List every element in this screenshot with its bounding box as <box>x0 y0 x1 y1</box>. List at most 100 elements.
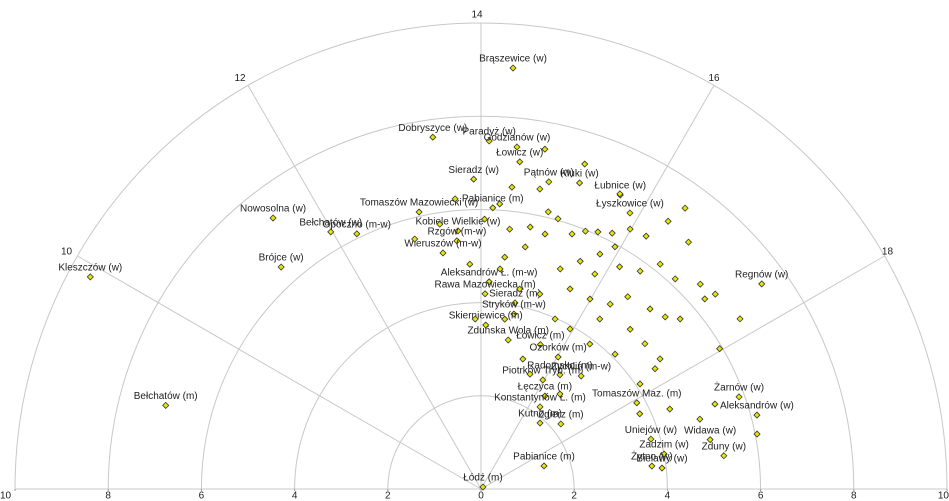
point <box>436 220 444 228</box>
point <box>516 285 524 293</box>
point <box>611 243 619 251</box>
r-tick-label: 6 <box>199 491 205 501</box>
point <box>664 217 672 225</box>
r-tick-label: 2 <box>571 491 577 501</box>
point <box>277 263 285 271</box>
point <box>556 265 564 273</box>
point <box>536 341 544 349</box>
point <box>753 430 761 438</box>
point <box>439 249 447 257</box>
point-label: Kluki (w) <box>560 169 598 180</box>
point <box>480 215 489 223</box>
point-label: Żytno (w) <box>631 450 673 463</box>
point-label: Łęczyca (m) <box>518 382 572 393</box>
point <box>496 200 504 208</box>
point <box>544 208 552 216</box>
point <box>753 411 761 419</box>
point <box>519 355 527 363</box>
point <box>575 179 584 187</box>
point <box>451 195 459 203</box>
point-label: Ozorków (m) <box>529 343 586 354</box>
point <box>482 321 490 329</box>
point-label: Kleszczów (w) <box>58 263 122 274</box>
point <box>661 313 669 321</box>
point <box>481 290 489 298</box>
r-tick-label: 10 <box>938 491 949 501</box>
point <box>711 400 719 408</box>
point-label: Aleksandrów (w) <box>720 401 794 412</box>
point <box>554 215 562 223</box>
point <box>526 223 534 231</box>
point <box>566 285 574 293</box>
theta-tick-label: 14 <box>471 10 483 21</box>
point <box>626 225 634 233</box>
point-label: Łowicz (m) <box>516 330 564 341</box>
point-label: Konstantynów Ł. (m) <box>494 393 586 404</box>
point <box>510 310 518 318</box>
point-label: Zduńska Wola (m) <box>467 326 549 337</box>
point <box>616 190 624 198</box>
point <box>616 263 624 271</box>
point-label: Zadzim (w) <box>639 440 688 451</box>
point <box>624 293 632 301</box>
r-tick-label: 10 <box>0 491 12 501</box>
r-tick-label: 4 <box>665 491 671 501</box>
point-label: Godzianów (w) <box>484 133 551 144</box>
point <box>681 204 689 212</box>
point <box>541 230 549 238</box>
point-label: Łódź (m) <box>463 473 502 484</box>
point <box>606 300 614 308</box>
point <box>626 209 634 217</box>
point-label: Żarnów (w) <box>714 380 764 393</box>
point <box>485 278 493 286</box>
point <box>576 257 584 265</box>
point <box>485 137 493 145</box>
point <box>596 315 604 323</box>
point-label: Pabianice (m) <box>462 193 524 204</box>
point <box>716 345 724 353</box>
point <box>496 265 504 273</box>
point-label: Stryków (m-w) <box>482 300 546 311</box>
point <box>545 178 553 186</box>
point <box>536 290 544 298</box>
point <box>556 390 564 398</box>
grid-spoke <box>247 85 482 490</box>
point <box>566 325 574 333</box>
point <box>541 392 549 400</box>
point-label: Pątnów (w) <box>524 167 574 178</box>
point <box>706 436 714 444</box>
point <box>501 315 509 323</box>
point <box>453 237 461 245</box>
point-label: Rzgów (m-w) <box>427 226 486 237</box>
point-label: Bełchatów (m) <box>134 391 198 402</box>
grid-spoke <box>480 85 715 490</box>
point <box>642 232 650 240</box>
point-label: Piotrków Tryb. (m) <box>502 366 583 377</box>
r-tick-label: 2 <box>385 491 391 501</box>
point <box>696 415 704 423</box>
point-label: Bielawy (w) <box>636 454 687 465</box>
point <box>509 64 517 72</box>
point <box>658 464 666 472</box>
point-label: Nowosolna (w) <box>240 204 306 215</box>
point <box>536 419 544 427</box>
point <box>736 315 744 323</box>
point <box>557 420 565 428</box>
point <box>506 225 514 233</box>
point <box>415 208 423 216</box>
point <box>641 340 649 348</box>
point <box>540 462 548 470</box>
point-label: Radomsko (m) <box>527 360 593 371</box>
theta-tick-label: 12 <box>234 73 246 84</box>
point-label: Tomaszów Maz. (m) <box>592 388 681 399</box>
point <box>656 355 664 363</box>
point <box>586 340 594 348</box>
point <box>470 175 478 183</box>
point-label: Widawa (w) <box>684 425 736 436</box>
point-label: Regnów (w) <box>735 270 788 281</box>
point <box>651 365 659 373</box>
point <box>536 185 544 193</box>
point <box>656 260 664 268</box>
point-label: Kutno (m) <box>518 409 562 420</box>
